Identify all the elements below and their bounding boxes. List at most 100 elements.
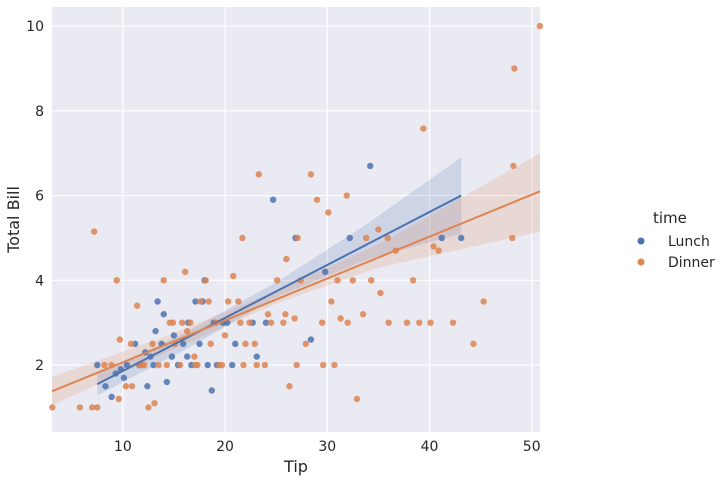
- point-dinner: [449, 319, 457, 326]
- point-dinner: [246, 319, 253, 326]
- point-dinner: [133, 302, 141, 309]
- point-dinner: [160, 277, 167, 284]
- point-dinner: [283, 255, 290, 263]
- point-dinner: [435, 247, 442, 254]
- point-lunch: [232, 340, 239, 348]
- point-dinner: [267, 319, 275, 326]
- point-dinner: [302, 340, 310, 348]
- point-lunch: [262, 319, 270, 326]
- point-dinner: [197, 298, 204, 305]
- point-dinner: [264, 311, 272, 318]
- point-dinner: [88, 404, 96, 411]
- point-dinner: [178, 319, 186, 326]
- legend: time Lunch Dinner: [637, 209, 715, 271]
- point-dinner: [115, 395, 122, 403]
- point-dinner: [122, 383, 130, 390]
- point-lunch: [152, 327, 159, 335]
- point-dinner: [328, 298, 335, 305]
- point-dinner: [273, 277, 281, 284]
- point-lunch: [168, 353, 176, 360]
- point-dinner: [307, 171, 315, 178]
- point-lunch: [307, 336, 315, 343]
- point-dinner: [128, 383, 136, 390]
- point-lunch: [163, 378, 170, 386]
- point-dinner: [101, 361, 108, 369]
- point-dinner: [240, 361, 247, 369]
- point-dinner: [511, 65, 518, 72]
- point-dinner: [349, 277, 357, 284]
- point-dinner: [255, 171, 262, 178]
- point-dinner: [470, 340, 477, 348]
- y-axis-label: Total Bill: [4, 186, 23, 254]
- point-dinner: [510, 162, 517, 170]
- point-dinner: [280, 319, 287, 326]
- point-dinner: [187, 319, 194, 326]
- point-lunch: [438, 234, 445, 242]
- y-tick-labels: 2 4 6 8 10: [26, 19, 44, 374]
- point-dinner: [319, 361, 327, 369]
- x-tick-label: 40: [421, 439, 439, 455]
- point-lunch: [253, 353, 260, 360]
- point-dinner: [343, 192, 350, 199]
- y-tick-label: 4: [35, 273, 44, 289]
- point-dinner: [155, 361, 162, 369]
- point-dinner: [237, 319, 244, 326]
- point-dinner: [430, 243, 437, 250]
- point-dinner: [427, 319, 434, 326]
- point-lunch: [192, 298, 199, 305]
- x-tick-labels: 10 20 30 40 50: [114, 439, 541, 455]
- legend-marker-dinner: [637, 258, 645, 266]
- point-dinner: [385, 319, 392, 326]
- point-lunch: [204, 361, 211, 369]
- point-dinner: [337, 315, 344, 322]
- point-lunch: [123, 361, 131, 369]
- point-dinner: [368, 277, 375, 284]
- point-lunch: [457, 234, 465, 242]
- point-lunch: [346, 234, 353, 242]
- point-lunch: [150, 361, 157, 369]
- point-dinner: [353, 395, 361, 403]
- point-dinner: [221, 332, 229, 339]
- point-lunch: [367, 162, 374, 170]
- point-dinner: [325, 209, 332, 216]
- point-dinner: [94, 404, 101, 411]
- point-lunch: [154, 298, 161, 305]
- point-dinner: [251, 340, 258, 348]
- point-dinner: [416, 319, 423, 326]
- point-lunch: [229, 361, 236, 369]
- point-dinner: [318, 319, 326, 326]
- point-dinner: [334, 277, 341, 284]
- x-tick-label: 20: [216, 439, 234, 455]
- point-lunch: [269, 196, 277, 203]
- point-dinner: [205, 298, 212, 305]
- point-lunch: [179, 340, 187, 348]
- point-dinner: [313, 196, 321, 203]
- point-dinner: [184, 327, 191, 335]
- point-dinner: [224, 298, 232, 305]
- point-dinner: [191, 353, 198, 360]
- point-dinner: [286, 383, 293, 390]
- point-lunch: [108, 393, 115, 401]
- point-dinner: [169, 319, 177, 326]
- point-dinner: [420, 125, 427, 132]
- point-dinner: [409, 277, 417, 284]
- fit-line-lunch: [96, 194, 462, 386]
- point-dinner: [359, 311, 367, 318]
- point-dinner: [194, 361, 201, 369]
- point-dinner: [377, 289, 384, 297]
- point-lunch: [196, 340, 203, 348]
- point-dinner: [202, 277, 209, 284]
- point-dinner: [293, 361, 300, 369]
- y-tick-label: 8: [35, 104, 44, 120]
- x-tick-label: 50: [523, 439, 541, 455]
- point-dinner: [384, 234, 391, 242]
- point-dinner: [176, 361, 184, 369]
- point-dinner: [253, 361, 260, 369]
- point-dinner: [536, 22, 544, 30]
- point-lunch: [102, 383, 109, 390]
- point-dinner: [480, 298, 487, 305]
- point-dinner: [49, 404, 56, 411]
- point-dinner: [145, 404, 152, 411]
- point-dinner: [294, 234, 301, 242]
- legend-label-dinner: Dinner: [668, 255, 715, 271]
